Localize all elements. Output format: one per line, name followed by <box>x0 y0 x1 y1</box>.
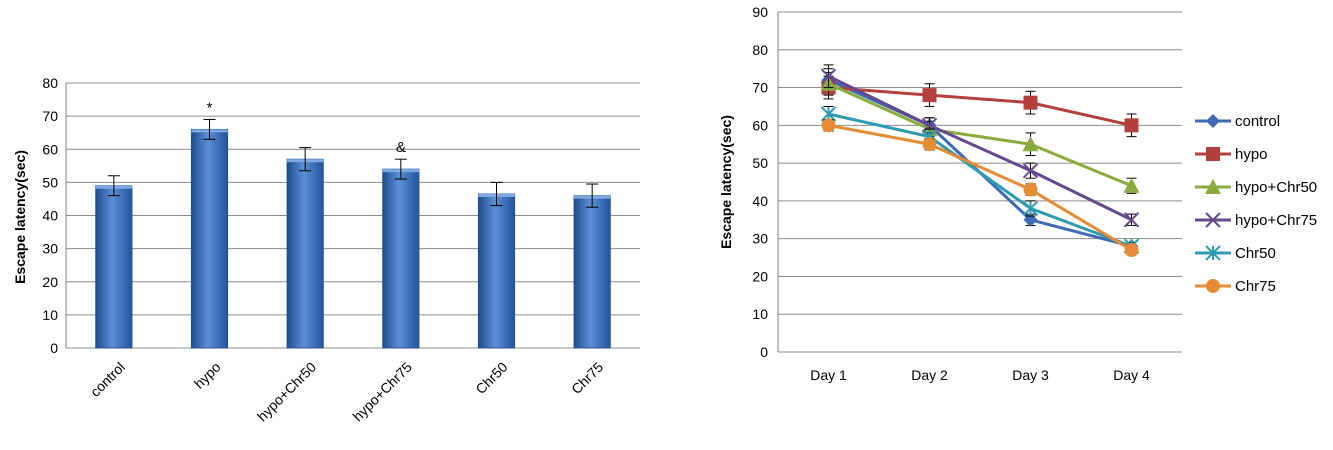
bar-chr50 <box>477 193 516 349</box>
series-chr50 <box>820 105 1140 254</box>
series-line-hypo <box>828 86 1132 127</box>
bar-chart-y-ticks: 0 10 20 30 40 50 60 70 80 <box>42 75 58 356</box>
bar-y-tick-10: 10 <box>42 307 58 323</box>
bar-chart-y-axis-title: Escape latency(sec) <box>12 150 28 284</box>
bar-x-tick-hypo-chr75: hypo+Chr75 <box>349 359 415 425</box>
bar-control <box>95 185 133 349</box>
annotation-hypo-chr75: & <box>396 139 406 156</box>
legend-marker-hypo-chr75 <box>1205 212 1221 228</box>
line-chart-y-ticks: 0 10 20 30 40 50 60 70 80 90 <box>752 4 768 360</box>
legend-marker-chr50 <box>1205 245 1221 261</box>
error-bar-chr50 <box>490 181 503 207</box>
bar-x-tick-chr50: Chr50 <box>472 359 510 397</box>
legend-marker-hypo <box>1206 147 1220 161</box>
line-chart-legend: control hypo hypo+Chr50 hypo+Chr75 Chr50 Chr7… <box>1195 113 1317 295</box>
series-line-chr75 <box>828 123 1133 252</box>
line-y-tick-90: 90 <box>752 4 768 20</box>
bar-y-tick-50: 50 <box>42 174 58 190</box>
line-y-tick-60: 60 <box>752 117 768 133</box>
bar-y-tick-70: 70 <box>42 108 58 124</box>
bar-hypo <box>190 128 229 349</box>
bar-y-tick-60: 60 <box>42 141 58 157</box>
bar-hypo-chr50 <box>286 158 324 349</box>
series-line-hypo-chr75 <box>827 74 1133 222</box>
line-y-tick-30: 30 <box>752 231 768 247</box>
bar-y-tick-80: 80 <box>42 75 58 91</box>
legend-item-hypo-chr75: hypo+Chr75 <box>1195 212 1317 229</box>
legend-marker-control <box>1206 114 1220 128</box>
point-chr75-day-2 <box>922 137 937 152</box>
bar-chart-gridlines <box>65 82 640 349</box>
legend-marker-hypo-chr50 <box>1205 179 1221 194</box>
bar-y-tick-0: 0 <box>50 340 58 356</box>
line-y-tick-50: 50 <box>752 155 768 171</box>
error-bar-chr75 <box>586 183 599 208</box>
legend-label-hypo: hypo <box>1235 146 1268 163</box>
legend-item-chr75: Chr75 <box>1195 278 1276 295</box>
point-hypo-chr50-day-4 <box>1123 177 1140 193</box>
series-line-hypo-chr50 <box>827 82 1133 188</box>
error-bar-hypo-chr50 <box>299 147 312 172</box>
line-x-tick-day-2: Day 2 <box>911 367 948 383</box>
line-y-tick-70: 70 <box>752 80 768 96</box>
legend-label-control: control <box>1235 113 1280 130</box>
legend-item-hypo-chr50: hypo+Chr50 <box>1195 179 1317 196</box>
point-chr50-day-3 <box>1022 200 1039 217</box>
line-y-tick-0: 0 <box>760 344 768 360</box>
point-hypo-day-2 <box>922 88 937 103</box>
bar-y-tick-30: 30 <box>42 241 58 257</box>
bar-chart-x-ticks: control hypo hypo+Chr50 hypo+Chr75 Chr50 Chr7… <box>87 359 607 425</box>
series-chr75 <box>821 118 1139 257</box>
legend-item-control: control <box>1195 113 1280 130</box>
error-bar-hypo-chr75 <box>394 158 407 180</box>
point-hypo-chr50-day-3 <box>1022 136 1039 152</box>
bar-chr75 <box>573 195 611 349</box>
legend-label-chr75: Chr75 <box>1235 278 1276 295</box>
point-hypo-day-4 <box>1124 118 1139 133</box>
line-chart-y-axis-title: Escape latency(sec) <box>718 115 734 249</box>
series-hypo-chr75 <box>820 64 1140 228</box>
point-chr75-day-1 <box>821 118 836 133</box>
bar-y-tick-40: 40 <box>42 208 58 224</box>
series-hypo <box>821 75 1139 138</box>
point-hypo-chr75-day-4 <box>1123 212 1140 228</box>
line-x-tick-day-3: Day 3 <box>1012 367 1049 383</box>
point-hypo-chr75-day-1 <box>820 68 837 84</box>
point-chr75-day-3 <box>1023 182 1038 197</box>
line-chart-x-ticks: Day 1 Day 2 Day 3 Day 4 <box>810 367 1150 383</box>
line-y-tick-10: 10 <box>752 306 768 322</box>
bar-x-tick-hypo: hypo <box>191 359 224 392</box>
legend-label-chr50: Chr50 <box>1235 245 1276 262</box>
annotation-hypo: * <box>207 99 213 116</box>
point-hypo-chr75-day-2 <box>921 117 938 134</box>
bar-y-tick-20: 20 <box>42 274 58 290</box>
legend-label-hypo-chr50: hypo+Chr50 <box>1235 179 1317 196</box>
legend-marker-chr75 <box>1206 279 1220 293</box>
bar-x-tick-control: control <box>87 359 128 400</box>
bar-chart-annotations: *& <box>207 99 406 156</box>
point-chr75-day-4 <box>1124 243 1139 257</box>
line-x-tick-day-1: Day 1 <box>810 367 847 383</box>
error-bar-control <box>107 175 120 197</box>
bar-chart: 0 10 20 30 40 50 60 70 80 control hypo hypo+Chr50 h… <box>12 75 640 424</box>
error-bar-hypo <box>203 118 216 140</box>
point-hypo-day-3 <box>1023 95 1038 110</box>
legend-item-hypo: hypo <box>1195 146 1268 163</box>
line-y-tick-40: 40 <box>752 193 768 209</box>
point-hypo-chr75-day-3 <box>1022 162 1039 179</box>
line-chart: 0 10 20 30 40 50 60 70 80 90 Day 1 Day 2 Day 3 Day 4… <box>718 4 1317 383</box>
line-y-tick-80: 80 <box>752 42 768 58</box>
line-y-tick-20: 20 <box>752 268 768 284</box>
legend-label-hypo-chr75: hypo+Chr75 <box>1235 212 1317 229</box>
line-chart-series <box>820 64 1140 257</box>
line-x-tick-day-4: Day 4 <box>1113 367 1150 383</box>
bar-x-tick-chr75: Chr75 <box>568 359 606 397</box>
series-line-chr50 <box>828 112 1133 248</box>
bar-chart-bars <box>95 118 611 349</box>
legend-item-chr50: Chr50 <box>1195 245 1276 262</box>
bar-x-tick-hypo-chr50: hypo+Chr50 <box>254 359 320 425</box>
bar-hypo-chr75 <box>382 168 420 349</box>
